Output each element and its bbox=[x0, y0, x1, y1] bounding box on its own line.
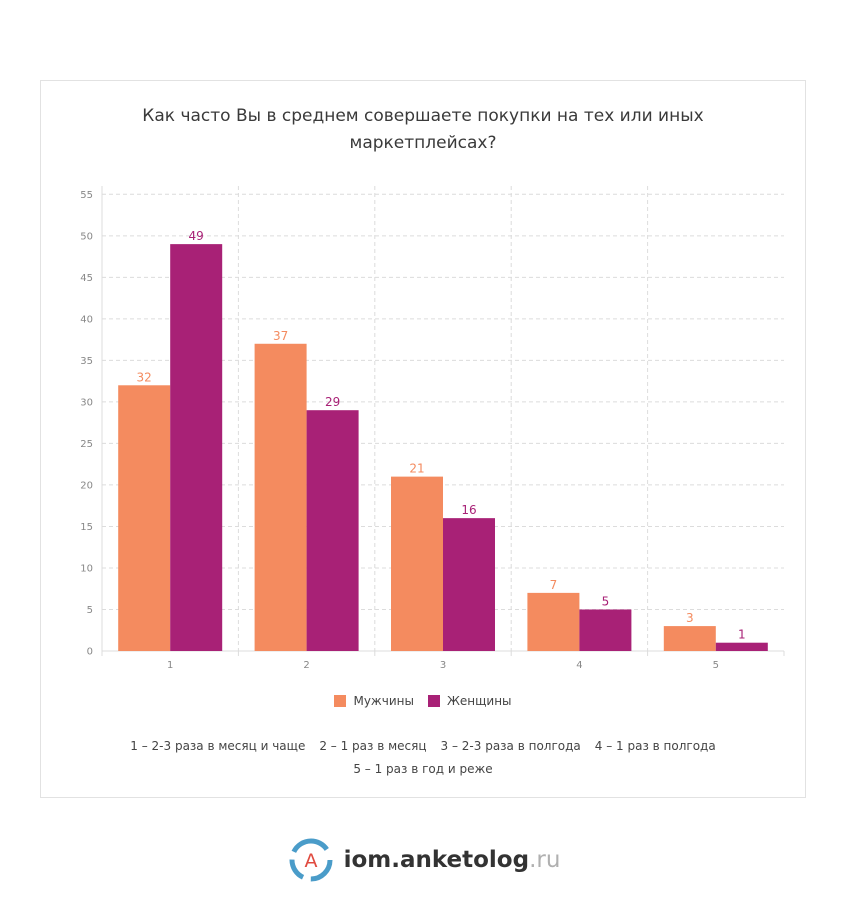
note-category-3: 3 – 2-3 раза в полгода bbox=[440, 739, 581, 753]
bar-value-label: 21 bbox=[409, 462, 424, 476]
bar-women-2 bbox=[306, 410, 359, 651]
bar-value-label: 5 bbox=[602, 594, 610, 608]
note-category-4: 4 – 1 раз в полгода bbox=[594, 739, 716, 753]
chart-title-line-1: Как часто Вы в среднем совершаете покупк… bbox=[142, 106, 704, 126]
brand-name-main: iom.anketolog bbox=[343, 847, 530, 873]
note-category-5: 5 – 1 раз в год и реже bbox=[353, 762, 493, 776]
x-tick-label: 1 bbox=[167, 660, 173, 671]
logo-letter: A bbox=[304, 850, 317, 872]
y-tick-label: 10 bbox=[80, 563, 93, 574]
bar-value-label: 7 bbox=[550, 578, 558, 592]
y-tick-label: 30 bbox=[80, 397, 93, 408]
legend-label-men: Мужчины bbox=[353, 694, 414, 708]
bar-value-label: 29 bbox=[325, 395, 340, 409]
bar-women-4 bbox=[579, 609, 632, 651]
brand-name-tld: .ru bbox=[529, 847, 561, 873]
notes-row-2: 5 – 1 раз в год и реже bbox=[41, 758, 805, 781]
chart-card: Как часто Вы в среднем совершаете покупк… bbox=[40, 80, 806, 798]
y-tick-label: 15 bbox=[80, 522, 93, 533]
x-tick-label: 2 bbox=[303, 660, 309, 671]
y-tick-label: 5 bbox=[87, 605, 93, 616]
chart-title: Как часто Вы в среднем совершаете покупк… bbox=[41, 103, 805, 157]
bar-women-1 bbox=[170, 244, 223, 651]
x-tick-label: 3 bbox=[440, 660, 446, 671]
y-tick-label: 40 bbox=[80, 314, 93, 325]
bar-value-label: 1 bbox=[738, 628, 746, 642]
category-notes: 1 – 2-3 раза в месяц и чаще 2 – 1 раз в … bbox=[41, 735, 805, 781]
x-tick-label: 4 bbox=[576, 660, 582, 671]
bar-men-4 bbox=[527, 592, 580, 651]
notes-row-1: 1 – 2-3 раза в месяц и чаще 2 – 1 раз в … bbox=[41, 735, 805, 758]
bar-women-5 bbox=[715, 642, 768, 651]
bar-men-2 bbox=[254, 343, 307, 651]
bar-men-1 bbox=[118, 385, 171, 651]
y-tick-label: 45 bbox=[80, 273, 93, 284]
bar-value-label: 49 bbox=[189, 229, 204, 243]
bar-chart-plot: 0510152025303540455055324913729221163754… bbox=[80, 186, 785, 671]
note-category-1: 1 – 2-3 раза в месяц и чаще bbox=[130, 739, 306, 753]
legend-item-women[interactable]: Женщины bbox=[427, 694, 512, 708]
y-tick-label: 20 bbox=[80, 480, 93, 491]
legend-swatch-women bbox=[427, 695, 440, 707]
chart-legend: Мужчины Женщины bbox=[41, 694, 805, 708]
y-tick-label: 0 bbox=[87, 647, 93, 658]
chart-title-line-2: маркетплейсах? bbox=[349, 133, 497, 153]
bar-value-label: 32 bbox=[137, 370, 152, 384]
brand-name[interactable]: iom.anketolog.ru bbox=[344, 847, 561, 873]
bar-value-label: 3 bbox=[686, 611, 694, 625]
brand-footer: A iom.anketolog.ru bbox=[0, 836, 848, 884]
y-tick-label: 35 bbox=[80, 356, 93, 367]
bar-men-5 bbox=[663, 626, 716, 651]
y-tick-label: 25 bbox=[80, 439, 93, 450]
y-tick-label: 55 bbox=[80, 190, 93, 201]
bar-women-3 bbox=[443, 518, 495, 651]
legend-swatch-men bbox=[334, 695, 347, 707]
bar-value-label: 37 bbox=[273, 329, 288, 343]
note-category-2: 2 – 1 раз в месяц bbox=[319, 739, 427, 753]
bar-men-3 bbox=[391, 476, 443, 651]
legend-label-women: Женщины bbox=[446, 694, 512, 708]
y-tick-label: 50 bbox=[80, 231, 93, 242]
bar-value-label: 16 bbox=[461, 503, 476, 517]
x-tick-label: 5 bbox=[713, 660, 719, 671]
anketolog-logo-icon[interactable]: A bbox=[288, 837, 334, 883]
legend-item-men[interactable]: Мужчины bbox=[334, 694, 414, 708]
